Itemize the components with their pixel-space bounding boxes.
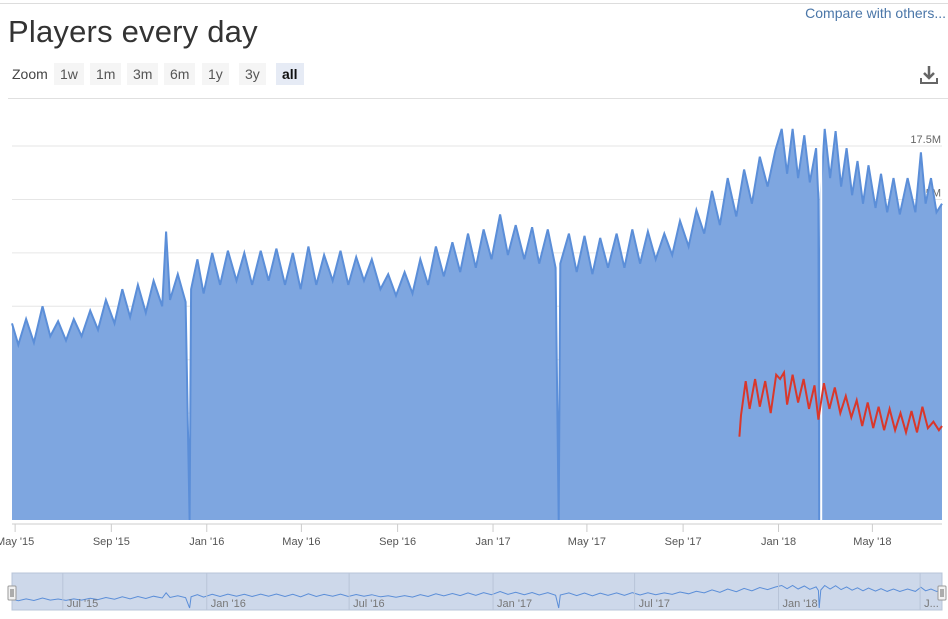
x-tick-label: Jan '18 xyxy=(761,536,796,548)
navigator-tick-label: Jan '18 xyxy=(783,598,818,610)
navigator-series-line xyxy=(11,584,943,609)
series-1-line xyxy=(11,128,943,521)
zoom-3y-button[interactable]: 3y xyxy=(239,63,266,85)
zoom-all-button[interactable]: all xyxy=(276,63,304,85)
zoom-1m-button[interactable]: 1m xyxy=(90,63,122,85)
y-tick-label: 17.5M xyxy=(910,134,941,146)
series-2-line xyxy=(738,369,943,437)
zoom-label: Zoom xyxy=(12,66,48,82)
chart-title: Players every day xyxy=(8,14,258,49)
x-tick-label: Jan '16 xyxy=(189,536,224,548)
x-tick-label: May '16 xyxy=(282,536,320,548)
navigator-tick-label: J... xyxy=(924,598,939,610)
navigator-left-handle[interactable] xyxy=(7,585,17,601)
download-icon[interactable] xyxy=(918,64,940,86)
compare-with-others-link[interactable]: Compare with others... xyxy=(805,5,946,21)
navigator-tick-label: Jan '17 xyxy=(497,598,532,610)
x-tick-label: May '15 xyxy=(0,536,34,548)
navigator-tick-label: Jan '16 xyxy=(211,598,246,610)
series-area-fill xyxy=(12,128,942,520)
zoom-3m-button[interactable]: 3m xyxy=(127,63,159,85)
x-tick-label: Sep '16 xyxy=(379,536,416,548)
zoom-6m-button[interactable]: 6m xyxy=(164,63,196,85)
handle-grip-icon xyxy=(940,589,944,597)
x-tick-label: Sep '15 xyxy=(93,536,130,548)
handle-grip-icon xyxy=(10,589,14,597)
x-tick-label: Jan '17 xyxy=(475,536,510,548)
navigator-tick-label: Jul '16 xyxy=(353,598,384,610)
navigator-tick-label: Jul '15 xyxy=(67,598,98,610)
zoom-1w-button[interactable]: 1w xyxy=(54,63,84,85)
navigator-tick-label: Jul '17 xyxy=(639,598,670,610)
x-tick-label: May '18 xyxy=(853,536,891,548)
top-divider xyxy=(0,3,948,4)
x-tick-label: May '17 xyxy=(568,536,606,548)
x-tick-label: Sep '17 xyxy=(665,536,702,548)
zoom-1y-button[interactable]: 1y xyxy=(202,63,229,85)
header-divider xyxy=(8,98,948,99)
navigator-right-handle[interactable] xyxy=(937,585,947,601)
